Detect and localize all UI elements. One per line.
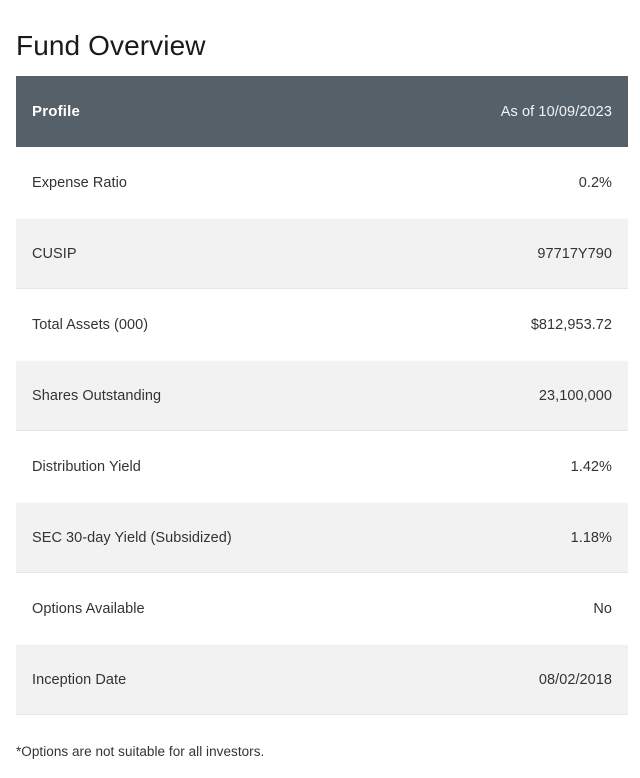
table-row: Options Available No bbox=[16, 573, 628, 644]
profile-table: Profile As of 10/09/2023 Expense Ratio 0… bbox=[16, 76, 628, 715]
row-label: Expense Ratio bbox=[32, 174, 127, 191]
table-row: CUSIP 97717Y790 bbox=[16, 218, 628, 289]
row-label: Distribution Yield bbox=[32, 458, 141, 475]
row-label: Total Assets (000) bbox=[32, 316, 149, 333]
page-title: Fund Overview bbox=[16, 29, 206, 61]
row-label: SEC 30-day Yield (Subsidized) bbox=[32, 529, 232, 546]
row-value: $812,953.72 bbox=[530, 316, 612, 333]
row-value: 1.18% bbox=[570, 529, 612, 546]
table-row: Shares Outstanding 23,100,000 bbox=[16, 360, 628, 431]
row-label: Options Available bbox=[32, 600, 145, 617]
row-value: 0.2% bbox=[578, 174, 612, 191]
profile-table-header: Profile As of 10/09/2023 bbox=[16, 76, 628, 147]
row-label: Shares Outstanding bbox=[32, 387, 162, 404]
table-row: Distribution Yield 1.42% bbox=[16, 431, 628, 502]
table-row: Inception Date 08/02/2018 bbox=[16, 644, 628, 715]
row-value: 23,100,000 bbox=[538, 387, 612, 404]
table-row: Expense Ratio 0.2% bbox=[16, 147, 628, 218]
table-row: SEC 30-day Yield (Subsidized) 1.18% bbox=[16, 502, 628, 573]
row-value: 97717Y790 bbox=[537, 245, 612, 262]
row-value: No bbox=[593, 600, 612, 617]
table-row: Total Assets (000) $812,953.72 bbox=[16, 289, 628, 360]
footnote: *Options are not suitable for all invest… bbox=[16, 744, 265, 759]
row-value: 1.42% bbox=[570, 458, 612, 475]
row-value: 08/02/2018 bbox=[538, 671, 612, 688]
profile-header-title: Profile bbox=[32, 103, 81, 120]
row-label: Inception Date bbox=[32, 671, 127, 688]
row-label: CUSIP bbox=[32, 245, 77, 262]
profile-header-as-of-date: As of 10/09/2023 bbox=[500, 103, 612, 120]
